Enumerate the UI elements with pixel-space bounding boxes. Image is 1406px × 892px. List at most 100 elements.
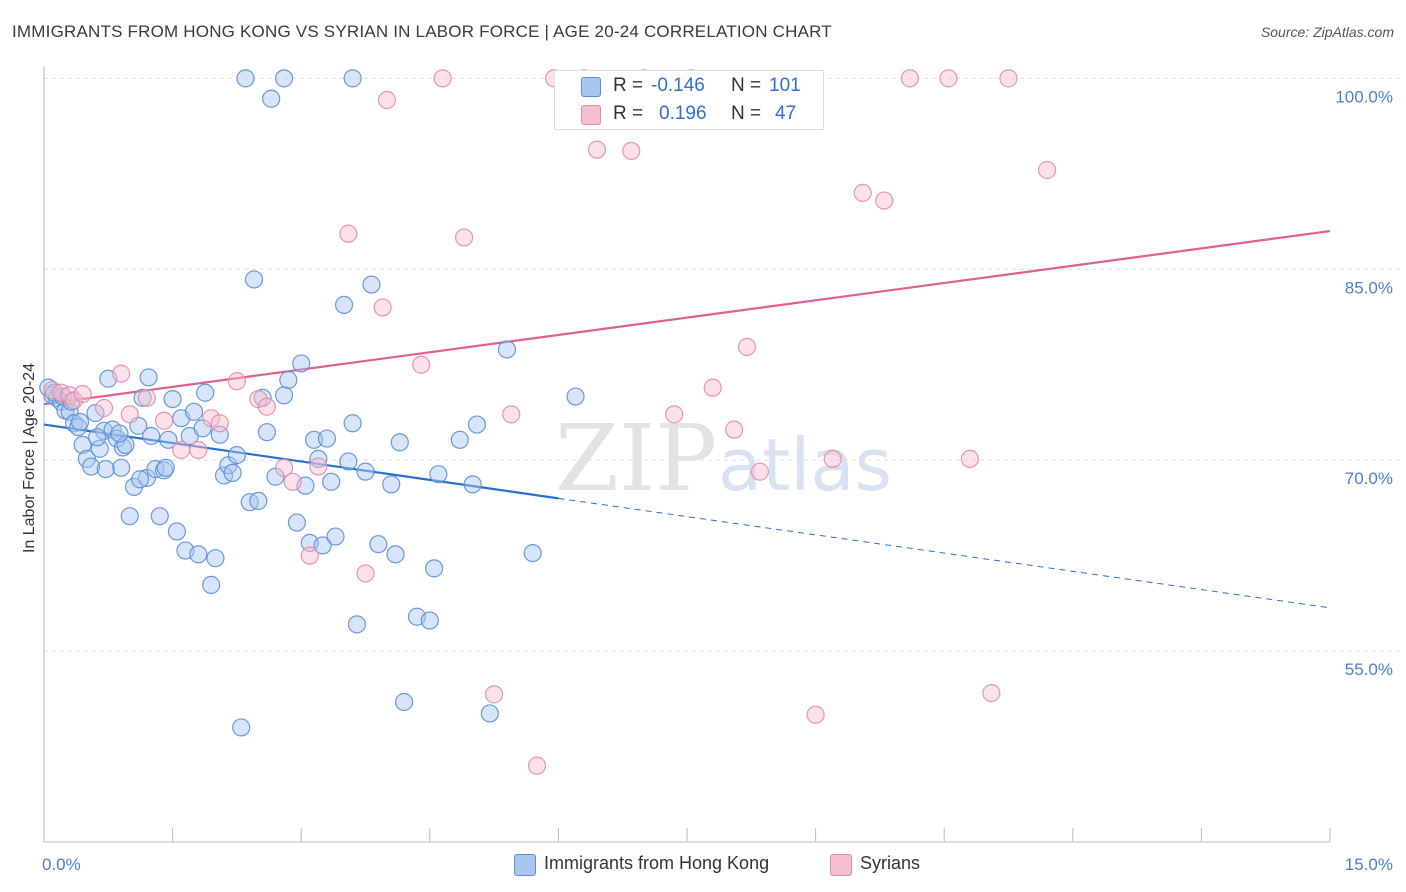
- n-value: 101: [769, 75, 801, 96]
- point-syrians: [939, 69, 958, 88]
- point-hong-kong: [279, 370, 298, 390]
- point-hong-kong: [156, 458, 175, 477]
- point-hong-kong: [112, 458, 131, 477]
- trend-lines: [43, 230, 1331, 609]
- y-tick-label: 70.0%: [1345, 469, 1393, 488]
- point-syrians: [737, 337, 757, 357]
- point-syrians: [172, 440, 191, 460]
- point-syrians: [227, 372, 246, 391]
- point-hong-kong: [86, 403, 105, 423]
- point-syrians: [412, 355, 431, 374]
- point-hong-kong: [463, 475, 482, 494]
- data-points: [39, 69, 1057, 775]
- point-syrians: [373, 298, 392, 317]
- point-syrians: [137, 388, 156, 407]
- point-hong-kong: [343, 414, 362, 433]
- point-hong-kong: [497, 340, 517, 359]
- point-syrians: [120, 405, 139, 424]
- point-hong-kong: [429, 465, 448, 484]
- point-syrians: [257, 397, 277, 416]
- legend-swatch-pink: [830, 854, 852, 876]
- point-hong-kong: [262, 89, 281, 108]
- watermark-atlas: atlas: [718, 423, 892, 507]
- source-label: Source: ZipAtlas.com: [1260, 24, 1394, 40]
- blue-swatch: [581, 77, 601, 97]
- n-value: 47: [775, 103, 797, 124]
- axis-labels: 55.0% 70.0% 85.0% 100.0% 0.0% 15.0% In Labor F…: [21, 87, 1393, 874]
- point-hong-kong: [189, 545, 208, 564]
- legend-label: Immigrants from Hong Kong: [544, 853, 770, 873]
- axes: [43, 66, 1331, 843]
- point-hong-kong: [257, 423, 277, 442]
- point-syrians: [703, 378, 722, 397]
- point-hong-kong: [309, 449, 328, 469]
- point-hong-kong: [274, 386, 294, 405]
- point-hong-kong: [202, 575, 221, 595]
- point-syrians: [853, 183, 872, 203]
- point-hong-kong: [116, 435, 135, 455]
- point-syrians: [189, 440, 208, 460]
- point-syrians: [665, 405, 684, 424]
- point-hong-kong: [139, 368, 158, 387]
- point-hong-kong: [150, 507, 169, 526]
- point-hong-kong: [113, 438, 132, 457]
- point-hong-kong: [369, 535, 388, 554]
- point-syrians: [154, 411, 174, 430]
- y-axis-label: In Labor Force | Age 20-24: [21, 363, 38, 553]
- r-value: -0.146: [651, 75, 705, 96]
- point-syrians: [94, 398, 114, 418]
- trend-line-syrians: [43, 230, 1331, 406]
- pink-swatch: [581, 105, 601, 125]
- n-label: N =: [731, 103, 762, 124]
- point-hong-kong: [467, 415, 487, 434]
- point-hong-kong: [313, 536, 332, 555]
- point-syrians: [202, 409, 221, 428]
- point-syrians: [587, 140, 607, 159]
- point-syrians: [283, 472, 302, 491]
- point-hong-kong: [523, 543, 542, 563]
- point-hong-kong: [317, 429, 337, 448]
- point-hong-kong: [249, 491, 268, 511]
- point-hong-kong: [292, 354, 311, 373]
- point-hong-kong: [82, 457, 101, 476]
- point-syrians: [960, 449, 980, 469]
- point-hong-kong: [196, 383, 215, 402]
- legend: Immigrants from Hong Kong Syrians: [0, 852, 1406, 878]
- point-hong-kong: [120, 507, 139, 526]
- point-syrians: [274, 458, 294, 477]
- point-syrians: [999, 69, 1018, 88]
- point-hong-kong: [339, 452, 358, 471]
- point-syrians: [356, 564, 375, 583]
- watermark-zip: ZIP: [555, 405, 717, 512]
- point-hong-kong: [206, 549, 225, 568]
- point-syrians: [806, 705, 825, 724]
- point-syrians: [433, 69, 452, 88]
- point-hong-kong: [304, 430, 324, 449]
- point-syrians: [210, 414, 229, 433]
- point-hong-kong: [420, 611, 439, 630]
- r-label: R =: [613, 75, 644, 96]
- point-hong-kong: [110, 424, 129, 443]
- point-syrians: [900, 69, 920, 88]
- r-value: 0.196: [659, 103, 707, 124]
- point-hong-kong: [566, 387, 585, 406]
- point-hong-kong: [450, 430, 469, 449]
- point-hong-kong: [130, 470, 150, 489]
- n-label: N =: [731, 75, 762, 96]
- stats-box: R = -0.146 N = 101 R = 0.196 N = 47: [554, 70, 824, 130]
- legend-swatch-blue: [514, 854, 536, 876]
- point-hong-kong: [70, 412, 90, 432]
- point-hong-kong: [347, 615, 367, 634]
- x-tick-label: 0.0%: [42, 855, 81, 874]
- point-hong-kong: [159, 430, 178, 449]
- point-syrians: [527, 756, 547, 775]
- trend-line-hong-kong-extension: [558, 497, 1331, 609]
- point-hong-kong: [133, 388, 152, 407]
- point-hong-kong: [287, 513, 307, 532]
- grid-lines: [44, 77, 1400, 652]
- point-syrians: [485, 685, 504, 704]
- point-syrians: [622, 141, 641, 161]
- point-hong-kong: [274, 69, 294, 88]
- legend-label: Syrians: [860, 853, 921, 873]
